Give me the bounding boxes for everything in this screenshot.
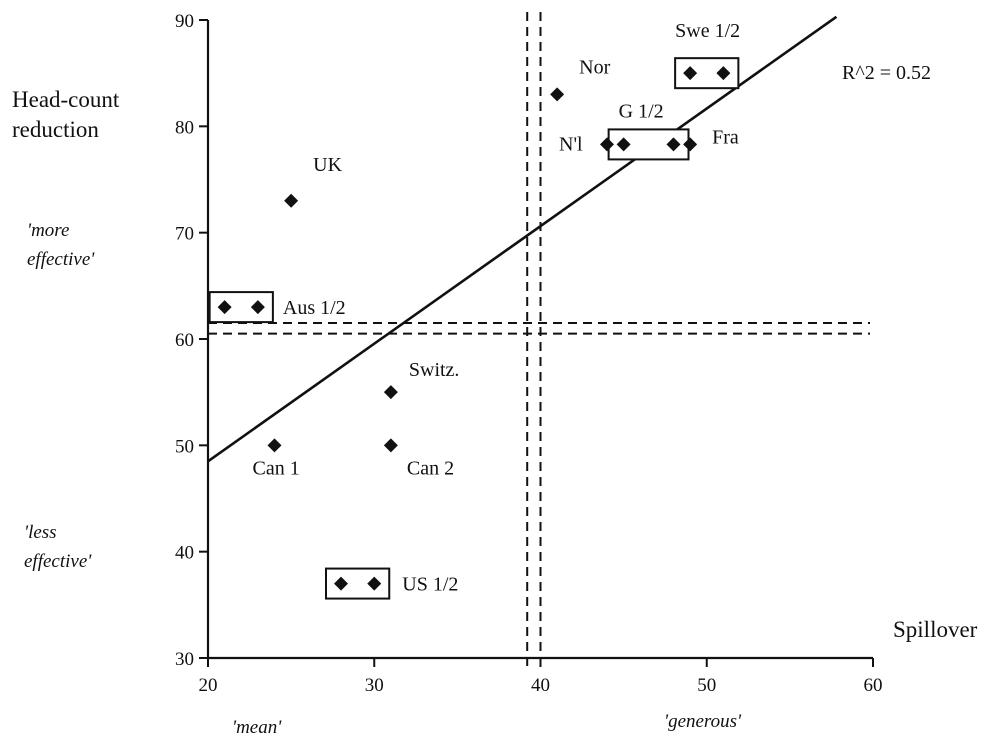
y-high-note-line2: effective'	[27, 249, 95, 270]
y-tick-label: 70	[175, 224, 194, 245]
x-tick-label: 40	[531, 675, 550, 696]
data-point	[616, 137, 631, 152]
x-axis-title: Spillover	[893, 617, 978, 642]
y-tick-label: 30	[175, 649, 194, 670]
data-point	[267, 438, 282, 453]
point-label: UK	[313, 154, 342, 176]
data-point	[334, 576, 348, 591]
y-tick-label: 80	[175, 117, 194, 138]
point-label: Can 2	[407, 457, 454, 479]
threshold-lines	[208, 12, 870, 671]
regression-fit-line	[207, 15, 838, 463]
point-labels: UK Aus 1/2 Switz. Can 1 Can 2 US 1/2 Nor G 1/2 N…	[253, 20, 741, 595]
data-point	[716, 66, 731, 81]
y-tick-label: 40	[175, 543, 194, 564]
y-axis-title-line1: Head-count	[12, 87, 120, 112]
x-tick-label: 60	[864, 675, 883, 696]
point-label: Fra	[712, 126, 739, 148]
x-high-note: 'generous'	[664, 711, 742, 732]
x-tick-label: 20	[199, 675, 218, 696]
x-tick-label: 30	[365, 675, 384, 696]
y-tick-label: 50	[175, 436, 194, 457]
regression-line	[207, 15, 838, 463]
data-point	[284, 193, 299, 208]
data-point	[683, 66, 698, 81]
y-low-note-line1: 'less	[24, 522, 57, 543]
data-point	[250, 300, 265, 315]
point-label: Aus 1/2	[283, 297, 346, 319]
data-point	[666, 137, 681, 152]
data-point	[383, 385, 398, 400]
data-point	[367, 576, 382, 591]
data-point	[683, 137, 698, 152]
data-point	[550, 87, 565, 102]
y-tick-label: 90	[175, 11, 194, 32]
y-tick-label: 60	[175, 330, 194, 351]
point-label: US 1/2	[402, 574, 458, 596]
y-low-note-line2: effective'	[24, 551, 92, 572]
y-axis-title-line2: reduction	[12, 117, 99, 142]
x-low-note: 'mean'	[232, 717, 282, 738]
data-points	[217, 66, 731, 591]
axes	[206, 20, 873, 660]
point-label: Swe 1/2	[675, 20, 740, 42]
point-label: Nor	[579, 56, 610, 78]
data-point	[600, 137, 614, 152]
point-label: N'l	[559, 133, 583, 155]
group-boxes	[208, 57, 740, 600]
point-label: Can 1	[253, 457, 300, 479]
r-squared-label: R^2 = 0.52	[842, 62, 931, 84]
x-tick-label: 50	[697, 675, 716, 696]
point-label: Switz.	[409, 359, 460, 381]
point-label: G 1/2	[619, 100, 664, 122]
data-point	[383, 438, 398, 453]
data-point	[217, 300, 232, 315]
y-high-note-line1: 'more	[27, 220, 69, 241]
